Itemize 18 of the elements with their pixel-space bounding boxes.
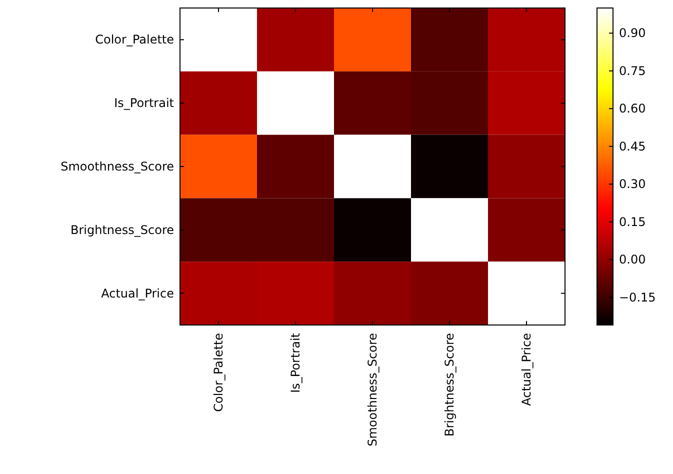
- x-tick-label: Brightness_Score: [442, 333, 456, 437]
- color-bar-label: 0.75: [619, 64, 646, 78]
- y-tick-label: Is_Portrait: [114, 96, 174, 110]
- color-bar-label: 0.00: [619, 252, 646, 267]
- x-tick-label: Color_Palette: [212, 333, 226, 412]
- color-bar-label: 0.15: [619, 214, 646, 229]
- y-tick-label: Brightness_Score: [70, 222, 174, 237]
- color-bar-label: 0.60: [619, 102, 646, 116]
- color-bar-label: −0.15: [619, 290, 656, 304]
- x-tick-label: Actual_Price: [520, 333, 534, 406]
- color-bar-label: 0.30: [619, 177, 646, 192]
- x-tick-label: Smoothness_Score: [366, 333, 380, 446]
- y-tick-label: Smoothness_Score: [60, 160, 174, 174]
- color-bar-label: 0.90: [619, 26, 646, 40]
- y-tick-label: Color_Palette: [95, 32, 174, 47]
- y-tick-label: Actual_Price: [101, 286, 174, 300]
- x-tick-label: Is_Portrait: [288, 332, 302, 393]
- color-bar-label: 0.45: [619, 139, 646, 154]
